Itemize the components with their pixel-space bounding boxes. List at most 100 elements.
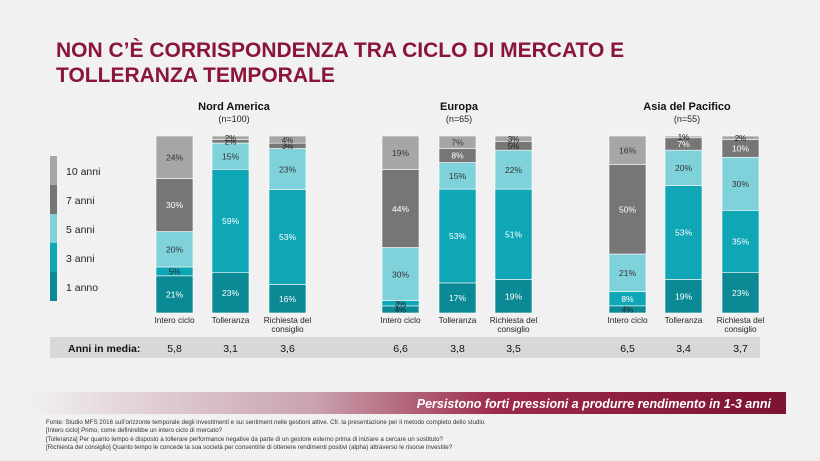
bar-segment-5-anni	[381, 247, 420, 301]
average-value: 5,8	[167, 343, 182, 355]
bar-segment-3-anni	[664, 185, 703, 280]
data-label-10-anni: 19%	[392, 148, 409, 158]
averages-label: Anni in media:	[68, 343, 140, 355]
category-label: Richiesta del	[717, 315, 765, 325]
data-label-3-anni: 35%	[732, 237, 749, 247]
bar-segment-1-anno	[664, 279, 703, 314]
page-title-line-1: NON C’È CORRISPONDENZA TRA CICLO DI MERC…	[56, 39, 625, 62]
category-label: Intero ciclo	[380, 315, 421, 325]
page-title: NON C’È CORRISPONDENZA TRA CICLO DI MERC…	[56, 38, 756, 88]
bar-segment-1-anno	[155, 275, 194, 314]
average-value: 6,6	[393, 343, 408, 355]
bar-intero-ciclo: 4% 8% 21% 50% 16%	[608, 135, 647, 315]
data-label-5-anni: 20%	[675, 163, 692, 173]
category-label: consiglio	[724, 324, 757, 334]
data-label-1-anno: 17%	[449, 293, 466, 303]
banner-text: Persistono forti pressioni a produrre re…	[417, 397, 772, 411]
footnote-intero-ciclo: [Intero ciclo] Primo, come definirebbe u…	[46, 427, 223, 435]
data-label-3-anni: 53%	[675, 228, 692, 238]
region-asia-del-pacifico: Asia del Pacifico(n=55) 4% 8% 21% 50% 16% Inte…	[607, 101, 764, 355]
bar-tolleranza: 23%59%15%2%2%	[211, 134, 250, 314]
data-label-10-anni: 7%	[451, 137, 464, 147]
legend-swatch-1-anno	[50, 272, 57, 301]
bar-segment-1-anno	[268, 284, 307, 314]
region-sample-size: (n=65)	[446, 114, 472, 124]
bar-segment-7-anni	[155, 178, 194, 232]
bar-segment-10-anni	[438, 135, 477, 149]
data-label-1-anno: 23%	[222, 288, 239, 298]
data-label-1-anno: 4%	[622, 306, 634, 315]
bar-segment-1-anno	[721, 271, 760, 314]
bar-richiesta-del-consiglio: 23% 35% 30% 10%2%	[721, 134, 760, 314]
data-label-5-anni: 22%	[505, 165, 522, 175]
data-label-3-anni: 5%	[169, 268, 181, 277]
data-label-10-anni: 2%	[735, 134, 747, 143]
bar-segment-1-anno	[211, 272, 250, 314]
legend-label-3-anni: 3 anni	[66, 253, 95, 265]
data-label-5-anni: 30%	[732, 179, 749, 189]
legend-label-10-anni: 10 anni	[66, 166, 100, 178]
data-label-3-anni: 51%	[505, 229, 522, 239]
data-label-10-anni: 24%	[166, 152, 183, 162]
data-label-10-anni: 1%	[678, 133, 690, 142]
data-label-10-anni: 16%	[619, 146, 636, 156]
average-value: 3,4	[676, 343, 691, 355]
footnote-tolleranza: [Tolleranza] Per quanto tempo è disposto…	[46, 435, 443, 443]
region-title: Nord America	[198, 101, 271, 113]
bar-segment-10-anni	[494, 135, 533, 142]
data-label-1-anno: 19%	[505, 291, 522, 301]
bar-segment-3-anni	[268, 189, 307, 285]
average-value: 3,1	[223, 343, 238, 355]
bar-segment-3-anni	[494, 188, 533, 280]
category-label: Tolleranza	[212, 315, 250, 325]
data-label-3-anni: 8%	[621, 294, 634, 304]
data-label-1-anno: 19%	[675, 291, 692, 301]
bar-segment-5-anni	[438, 162, 477, 190]
data-label-7-anni: 8%	[451, 151, 464, 161]
data-label-1-anno: 23%	[732, 288, 749, 298]
bar-segment-5-anni	[155, 231, 194, 268]
data-label-10-anni: 4%	[282, 136, 294, 145]
category-label: Intero ciclo	[154, 315, 195, 325]
region-sample-size: (n=100)	[218, 114, 249, 124]
data-label-10-anni: 3%	[508, 135, 520, 144]
bar-intero-ciclo: 21% 5% 20% 30% 24%	[155, 135, 194, 314]
data-label-3-anni: 59%	[222, 216, 239, 226]
footnotes: Fonte: Studio MFS 2016 sull’orizzonte te…	[46, 419, 806, 453]
category-label: Richiesta del	[264, 315, 312, 325]
region-sample-size: (n=55)	[674, 114, 700, 124]
region-title: Europa	[440, 101, 479, 113]
data-label-5-anni: 21%	[619, 268, 636, 278]
data-label-3-anni: 53%	[279, 232, 296, 242]
average-value: 3,5	[506, 343, 521, 355]
legend-swatch-10-anni	[50, 156, 57, 185]
bar-segment-1-anno	[494, 279, 533, 314]
data-label-3-anni: 53%	[449, 231, 466, 241]
average-value: 3,6	[280, 343, 295, 355]
data-label-7-anni: 10%	[732, 144, 749, 154]
data-label-5-anni: 30%	[392, 269, 409, 279]
averages-row	[50, 337, 760, 358]
legend-label-1-anno: 1 anno	[66, 282, 98, 294]
bar-segment-3-anni	[438, 188, 477, 284]
bar-tolleranza: 17% 53% 15% 8% 7%	[438, 135, 477, 314]
average-value: 6,5	[620, 343, 635, 355]
data-label-1-anno: 4%	[395, 306, 407, 315]
data-label-5-anni: 23%	[279, 164, 296, 174]
bar-segment-10-anni	[211, 135, 250, 140]
data-label-7-anni: 30%	[166, 200, 183, 210]
bar-richiesta-del-consiglio: 16% 53% 23% 3%4%	[268, 135, 307, 314]
bar-segment-10-anni	[664, 135, 703, 139]
data-label-7-anni: 2%	[225, 137, 237, 146]
category-label: Tolleranza	[665, 315, 703, 325]
bar-segment-10-anni	[608, 135, 647, 165]
data-label-7-anni: 50%	[619, 205, 636, 215]
bar-segment-5-anni	[494, 149, 533, 190]
region-title: Asia del Pacifico	[643, 101, 731, 113]
average-value: 3,8	[450, 343, 465, 355]
legend-swatch-3-anni	[50, 243, 57, 272]
bar-segment-5-anni	[268, 148, 307, 190]
bar-segment-10-anni	[721, 135, 760, 140]
footnote-source: Fonte: Studio MFS 2016 sull’orizzonte te…	[46, 419, 486, 426]
